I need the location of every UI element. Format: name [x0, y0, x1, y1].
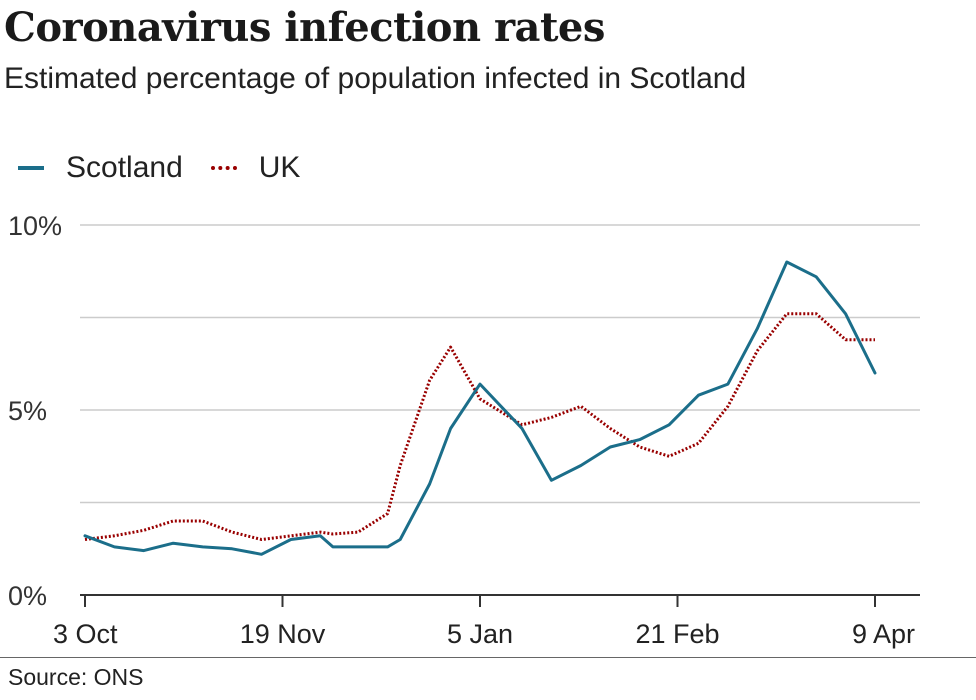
y-tick-label: 5% [8, 396, 47, 426]
x-tick-label: 21 Feb [635, 619, 719, 649]
legend-swatch-uk [210, 166, 237, 170]
series-line-uk [84, 312, 875, 541]
x-tick-label: 9 Apr [852, 619, 915, 649]
source-note: Source: ONS [8, 664, 144, 690]
series-line-scotland [83, 260, 877, 556]
y-tick-label: 0% [8, 581, 47, 611]
x-tick-label: 19 Nov [240, 619, 326, 649]
legend-label-uk: UK [258, 151, 301, 184]
legend-item-uk: UK [210, 151, 301, 185]
x-tick-label: 5 Jan [447, 619, 513, 649]
chart-subtitle: Estimated percentage of population infec… [4, 62, 747, 95]
x-tick-label: 3 Oct [53, 619, 118, 649]
y-tick-label: 10% [8, 211, 62, 241]
legend: Scotland UK [18, 150, 328, 186]
legend-item-scotland: Scotland [18, 151, 183, 185]
chart-title: Coronavirus infection rates [4, 4, 605, 51]
source-divider [0, 657, 976, 658]
legend-swatch-scotland [18, 166, 44, 170]
legend-label-scotland: Scotland [66, 151, 183, 184]
